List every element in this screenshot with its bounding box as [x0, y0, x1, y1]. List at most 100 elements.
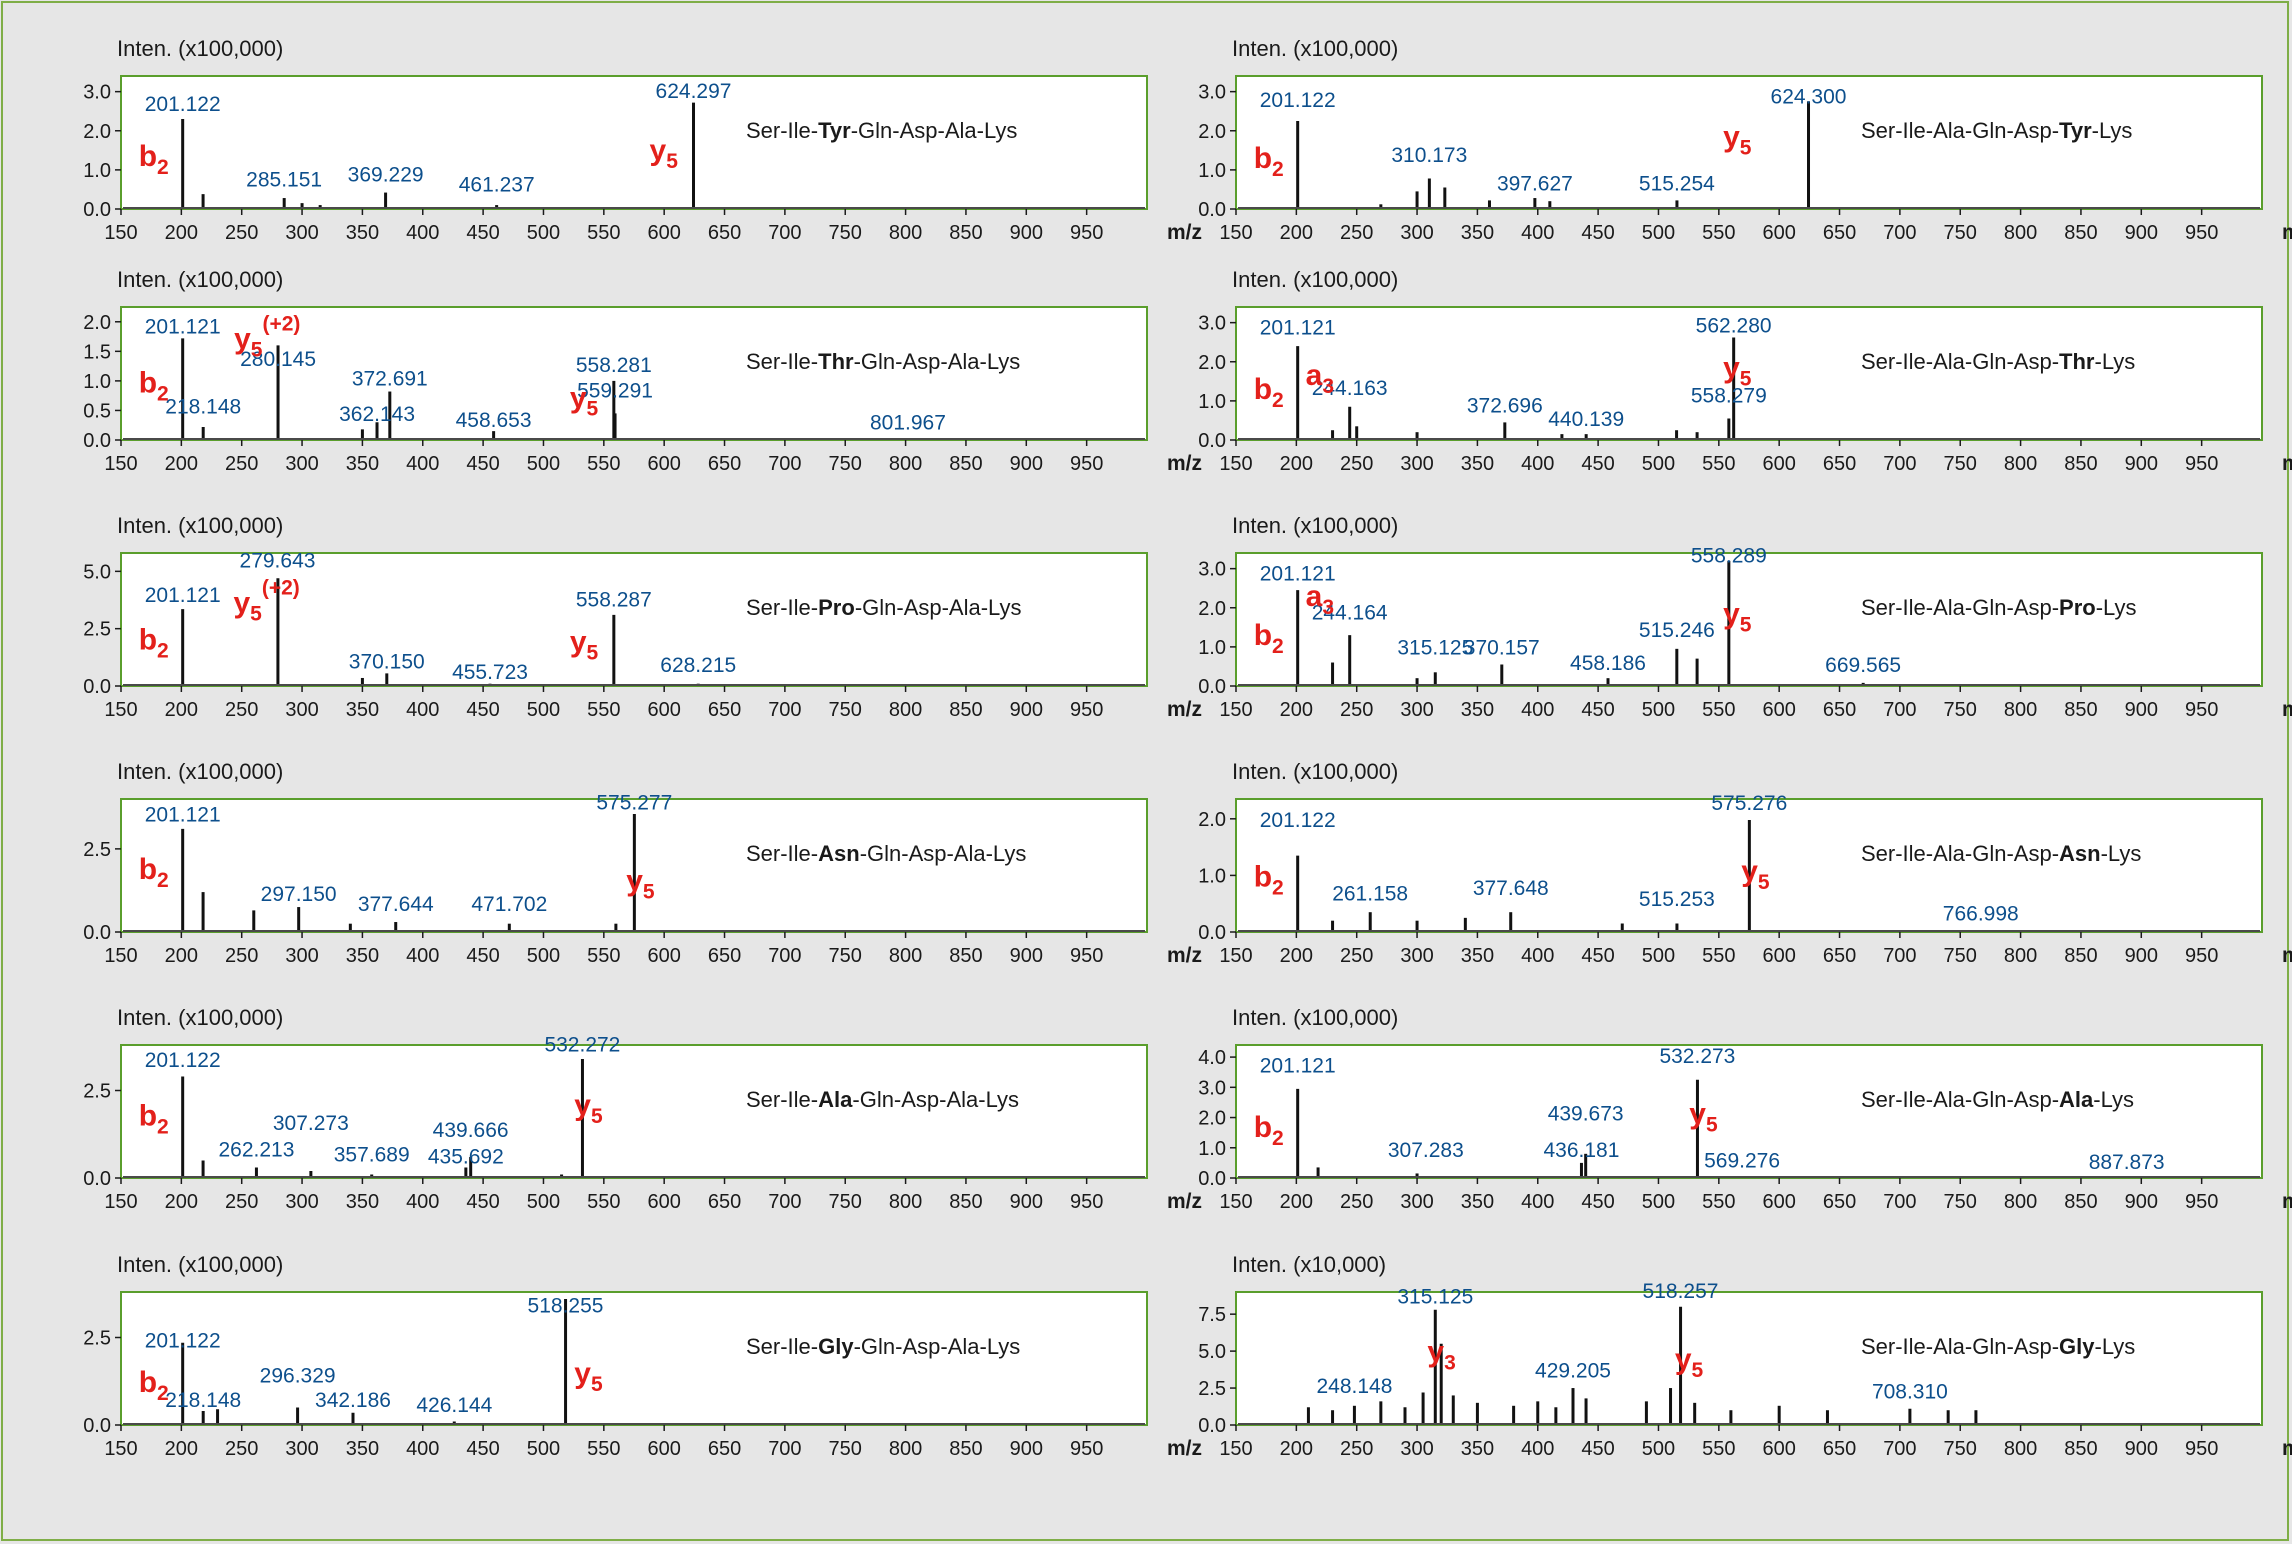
y-tick-label: 5.0	[83, 561, 111, 583]
x-tick-label: 550	[587, 222, 620, 244]
sequence-segment: Ser-Ile-Ala-Gln-Asp-	[1861, 595, 2059, 620]
x-tick-label: 900	[2125, 945, 2158, 967]
spectrum-panel: Inten. (x100,000)150 200 250 300 350 400 450 50…	[1198, 1005, 2292, 1213]
peak-label: 397.627	[1497, 172, 1573, 195]
peak-label: 201.121	[1260, 1054, 1336, 1077]
x-tick-label: 350	[1461, 222, 1494, 244]
y-axis-label: Inten. (x100,000)	[1232, 1005, 1398, 1030]
ion-subscript: 2	[157, 869, 169, 892]
x-tick-label: 700	[1883, 945, 1916, 967]
x-tick-label: 400	[1521, 1191, 1554, 1213]
x-tick-label: 600	[647, 945, 680, 967]
x-tick-label: 400	[406, 1438, 439, 1460]
y-tick-label: 2.5	[83, 1081, 111, 1103]
y-tick-label: 0.0	[1198, 676, 1226, 698]
ion-label: y5	[650, 134, 679, 173]
x-tick-label: 550	[1702, 699, 1735, 721]
x-tick-label: 200	[1280, 699, 1313, 721]
sequence-segment: Ser-Ile-	[746, 349, 818, 374]
plot-area	[120, 75, 1148, 210]
peptide-sequence: Ser-Ile-Pro-Gln-Asp-Ala-Lys	[746, 595, 1021, 620]
x-tick-label: 450	[1581, 453, 1614, 475]
ion-label: y5	[1723, 120, 1752, 159]
x-tick-label: 950	[1070, 699, 1103, 721]
spectrum-panel: Inten. (x100,000)150 200 250 300 350 400 450 50…	[1198, 513, 2292, 721]
x-tick-label: 850	[949, 945, 982, 967]
peak-label: 426.144	[416, 1394, 492, 1417]
sequence-segment: Asn	[2059, 841, 2101, 866]
x-tick-label: 600	[1762, 222, 1795, 244]
x-tick-label: 500	[527, 945, 560, 967]
peak-label: 362.143	[339, 403, 415, 426]
y-tick-label: 3.0	[1198, 82, 1226, 104]
peptide-sequence: Ser-Ile-Ala-Gln-Asp-Gly-Lys	[1861, 1334, 2135, 1359]
x-tick-label: 200	[165, 945, 198, 967]
y-tick-label: 1.0	[1198, 391, 1226, 413]
x-tick-label: 650	[708, 945, 741, 967]
x-tick-label: 600	[647, 453, 680, 475]
x-tick-label: 450	[1581, 945, 1614, 967]
x-tick-label: 300	[285, 945, 318, 967]
y-tick-label: 0.0	[1198, 199, 1226, 221]
peak-label: 201.122	[1260, 809, 1336, 832]
ion-subscript: 2	[1272, 158, 1284, 181]
x-tick-label: 750	[1944, 453, 1977, 475]
x-tick-label: 900	[2125, 699, 2158, 721]
x-tick-label: 400	[406, 1191, 439, 1213]
x-tick-label: 950	[1070, 945, 1103, 967]
sequence-segment: -Gln-Asp-Ala-Lys	[852, 1087, 1019, 1112]
x-tick-label: 800	[2004, 1438, 2037, 1460]
sequence-segment: -Gln-Asp-Ala-Lys	[851, 118, 1018, 143]
sequence-segment: Ser-Ile-	[746, 841, 818, 866]
x-axis-label: m/z	[1167, 1437, 1202, 1460]
y-axis-label: Inten. (x100,000)	[117, 1252, 283, 1277]
y-tick-label: 2.0	[1198, 352, 1226, 374]
x-tick-label: 900	[2125, 453, 2158, 475]
x-axis-label: m/z	[1167, 221, 1202, 244]
peak-label: 439.673	[1548, 1103, 1624, 1126]
x-tick-label: 700	[768, 1191, 801, 1213]
ion-subscript: 3	[1444, 1351, 1456, 1374]
x-tick-label: 850	[949, 453, 982, 475]
y-tick-label: 2.0	[1198, 598, 1226, 620]
x-tick-label: 650	[1823, 945, 1856, 967]
ion-subscript: 5	[591, 1105, 603, 1128]
peak-label: 558.279	[1691, 385, 1767, 408]
peak-label: 201.121	[145, 584, 221, 607]
sequence-segment: Gly	[818, 1334, 854, 1359]
sequence-segment: Ser-Ile-	[746, 1334, 818, 1359]
x-tick-label: 750	[829, 699, 862, 721]
x-tick-label: 150	[104, 1191, 137, 1213]
x-tick-label: 300	[1400, 1191, 1433, 1213]
peak-label: 532.272	[544, 1033, 620, 1056]
sequence-segment: Ser-Ile-Ala-Gln-Asp-	[1861, 841, 2059, 866]
x-tick-label: 800	[2004, 699, 2037, 721]
ion-charge: (+2)	[262, 577, 300, 600]
peak-label: 471.702	[471, 893, 547, 916]
peak-label: 315.125	[1397, 637, 1473, 660]
x-tick-label: 300	[285, 1191, 318, 1213]
x-tick-label: 400	[406, 699, 439, 721]
x-tick-label: 400	[406, 222, 439, 244]
peak-label: 370.150	[349, 651, 425, 674]
x-tick-label: 700	[768, 222, 801, 244]
peak-label: 624.300	[1771, 85, 1847, 108]
sequence-segment: -Lys	[2092, 118, 2133, 143]
ion-subscript: 5	[251, 338, 263, 361]
x-tick-label: 500	[1642, 699, 1675, 721]
peak-label: 558.287	[576, 589, 652, 612]
x-tick-label: 550	[587, 1191, 620, 1213]
x-tick-label: 950	[2185, 453, 2218, 475]
x-tick-label: 450	[466, 945, 499, 967]
sequence-segment: -Gln-Asp-Ala-Lys	[854, 349, 1021, 374]
x-tick-label: 250	[1340, 699, 1373, 721]
x-axis-label: m/z	[2282, 944, 2292, 967]
ion-subscript: 5	[643, 880, 655, 903]
peptide-sequence: Ser-Ile-Ala-Gln-Asp-Ala-Lys	[746, 1087, 1019, 1112]
x-tick-label: 300	[285, 699, 318, 721]
x-tick-label: 550	[587, 453, 620, 475]
ion-subscript: 2	[157, 1382, 169, 1405]
x-tick-label: 250	[225, 453, 258, 475]
x-tick-label: 250	[1340, 1191, 1373, 1213]
